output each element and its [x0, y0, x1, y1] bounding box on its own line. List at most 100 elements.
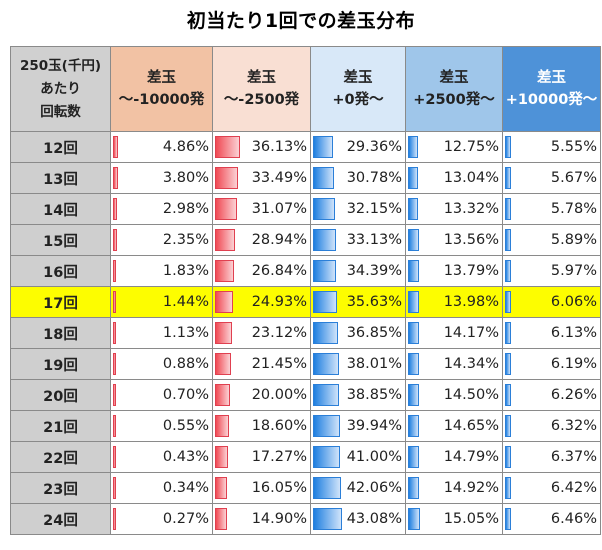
- value-bar: [215, 291, 233, 313]
- value-bar: [505, 136, 511, 158]
- value-bar: [313, 229, 336, 251]
- table-row: 12回 4.86% 36.13% 29.36% 12.75% 5.55%: [10, 131, 601, 163]
- column-header: 差玉 ～-10000発: [110, 46, 213, 132]
- value-text: 23.12%: [251, 325, 307, 341]
- value-text: 14.17%: [443, 325, 499, 341]
- value-bar: [215, 477, 228, 499]
- value-bar: [313, 353, 339, 375]
- column-header-top: 差玉: [343, 70, 373, 86]
- column-header-bottom: +0発～: [332, 92, 384, 108]
- value-text: 39.94%: [346, 418, 402, 434]
- value-bar: [505, 322, 511, 344]
- column-header-top: 差玉: [247, 70, 276, 86]
- value-bar: [408, 384, 420, 406]
- value-cell: 13.04%: [405, 162, 503, 194]
- value-bar: [505, 167, 511, 189]
- value-text: 33.49%: [251, 170, 307, 186]
- value-text: 38.85%: [346, 387, 402, 403]
- value-text: 30.78%: [346, 170, 402, 186]
- value-cell: 36.85%: [310, 317, 406, 349]
- value-text: 14.65%: [443, 418, 499, 434]
- value-cell: 20.00%: [212, 379, 311, 411]
- value-text: 0.43%: [162, 449, 209, 465]
- value-cell: 14.34%: [405, 348, 503, 380]
- value-text: 14.90%: [251, 511, 307, 527]
- value-bar: [408, 291, 419, 313]
- value-bar: [113, 229, 117, 251]
- value-cell: 0.27%: [110, 503, 213, 535]
- corner-line: 回転数: [40, 103, 81, 120]
- value-cell: 0.55%: [110, 410, 213, 442]
- row-label: 19回: [10, 348, 111, 380]
- value-cell: 30.78%: [310, 162, 406, 194]
- value-bar: [505, 198, 511, 220]
- value-bar: [408, 477, 420, 499]
- row-label: 23回: [10, 472, 111, 504]
- value-cell: 43.08%: [310, 503, 406, 535]
- value-text: 5.97%: [550, 263, 597, 279]
- value-text: 14.79%: [443, 449, 499, 465]
- row-label: 22回: [10, 441, 111, 473]
- value-text: 3.80%: [162, 170, 209, 186]
- value-bar: [215, 508, 227, 530]
- value-bar: [313, 415, 340, 437]
- value-cell: 41.00%: [310, 441, 406, 473]
- row-label: 14回: [10, 193, 111, 225]
- value-text: 29.36%: [346, 139, 402, 155]
- value-bar: [408, 136, 419, 158]
- value-text: 6.19%: [550, 356, 597, 372]
- value-cell: 39.94%: [310, 410, 406, 442]
- value-cell: 12.75%: [405, 131, 503, 163]
- value-bar: [113, 198, 117, 220]
- value-cell: 28.94%: [212, 224, 311, 256]
- table-row: 18回 1.13% 23.12% 36.85% 14.17% 6.13%: [10, 317, 601, 349]
- value-cell: 14.90%: [212, 503, 311, 535]
- value-text: 35.63%: [346, 294, 402, 310]
- value-cell: 14.50%: [405, 379, 503, 411]
- value-text: 32.15%: [346, 201, 402, 217]
- value-cell: 5.89%: [502, 224, 601, 256]
- value-bar: [408, 260, 419, 282]
- value-bar: [313, 291, 338, 313]
- value-cell: 32.15%: [310, 193, 406, 225]
- value-bar: [505, 353, 511, 375]
- corner-line: 250玉(千円): [19, 57, 102, 74]
- value-cell: 6.42%: [502, 472, 601, 504]
- value-text: 43.08%: [346, 511, 402, 527]
- value-cell: 13.98%: [405, 286, 503, 318]
- table-row: 13回 3.80% 33.49% 30.78% 13.04% 5.67%: [10, 162, 601, 194]
- value-text: 0.34%: [162, 480, 209, 496]
- value-cell: 14.17%: [405, 317, 503, 349]
- value-cell: 2.98%: [110, 193, 213, 225]
- row-label: 21回: [10, 410, 111, 442]
- value-text: 0.70%: [162, 387, 209, 403]
- value-text: 13.98%: [443, 294, 499, 310]
- value-bar: [113, 508, 116, 530]
- value-bar: [408, 322, 419, 344]
- value-cell: 18.60%: [212, 410, 311, 442]
- value-bar: [313, 508, 342, 530]
- value-text: 41.00%: [346, 449, 402, 465]
- value-text: 14.92%: [443, 480, 499, 496]
- value-cell: 24.93%: [212, 286, 311, 318]
- value-text: 36.85%: [346, 325, 402, 341]
- value-cell: 0.88%: [110, 348, 213, 380]
- value-text: 5.67%: [550, 170, 597, 186]
- value-bar: [113, 167, 118, 189]
- value-cell: 6.46%: [502, 503, 601, 535]
- column-header-bottom: ～-10000発: [118, 92, 205, 108]
- value-text: 0.55%: [162, 418, 209, 434]
- value-text: 13.56%: [443, 232, 499, 248]
- value-bar: [113, 260, 117, 282]
- value-bar: [505, 477, 512, 499]
- value-text: 5.78%: [550, 201, 597, 217]
- value-bar: [505, 446, 512, 468]
- value-text: 13.79%: [443, 263, 499, 279]
- value-bar: [215, 415, 229, 437]
- value-bar: [408, 508, 420, 530]
- value-cell: 13.79%: [405, 255, 503, 287]
- value-cell: 1.44%: [110, 286, 213, 318]
- value-bar: [215, 229, 236, 251]
- value-bar: [215, 322, 232, 344]
- value-text: 14.34%: [443, 356, 499, 372]
